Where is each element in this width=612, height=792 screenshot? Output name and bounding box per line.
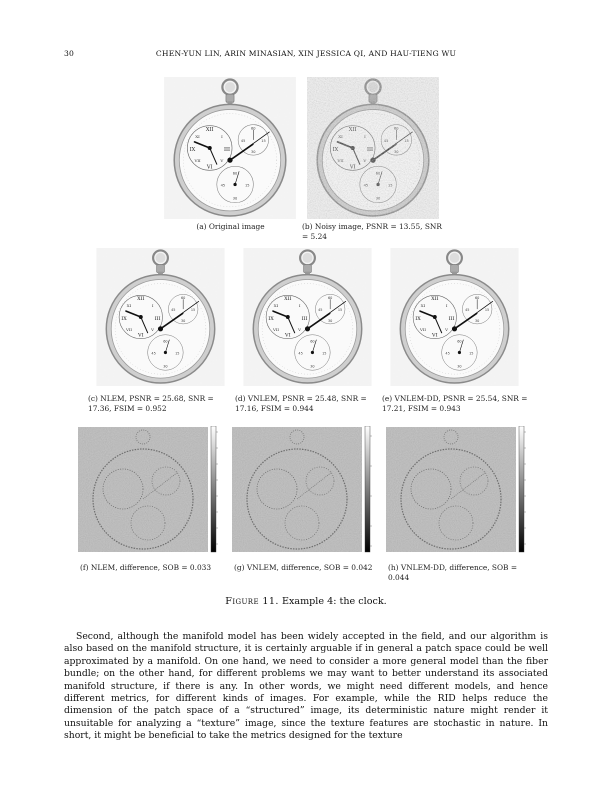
panel-g-colorbar [364,426,372,553]
panel-a-image [160,77,300,219]
figure-label: Figure 11. [225,596,279,607]
panel-a-caption: (a) Original image [196,222,265,231]
figure-title: Example 4: the clock. [281,596,387,607]
body-paragraph: Second, although the manifold model has … [64,631,548,742]
panel-g-caption: (g) VNLEM, difference, SOB = 0.042 [234,563,373,572]
panel-e-image [383,248,526,386]
panel-d-caption: (d) VNLEM, PSNR = 25.48, SNR = 17.16, FS… [235,394,367,413]
panel-f-caption: (f) NLEM, difference, SOB = 0.033 [80,563,212,572]
panel-d-image [236,248,379,386]
panel-g-image [232,426,362,553]
panel-e-caption: (e) VNLEM-DD, PSNR = 25.54, SNR = 17.21,… [382,394,528,413]
panel-f-colorbar [210,426,218,553]
panel-f-image [78,426,208,553]
panel-h-caption: (h) VNLEM-DD, difference, SOB = 0.044 [388,563,518,582]
panel-b-image [303,77,443,219]
running-title: CHEN-YUN LIN, ARIN MINASIAN, XIN JESSICA… [155,49,457,58]
panel-h-colorbar [518,426,526,553]
panel-c-caption: (c) NLEM, PSNR = 25.68, SNR = 17.36, FSI… [88,394,214,413]
page-number: 30 [64,49,75,58]
panel-b-caption: (b) Noisy image, PSNR = 13.55, SNR = 5.2… [302,222,442,241]
panel-h-image [386,426,516,553]
figure-caption: Figure 11. Example 4: the clock. [0,596,612,607]
panel-c-image [89,248,232,386]
